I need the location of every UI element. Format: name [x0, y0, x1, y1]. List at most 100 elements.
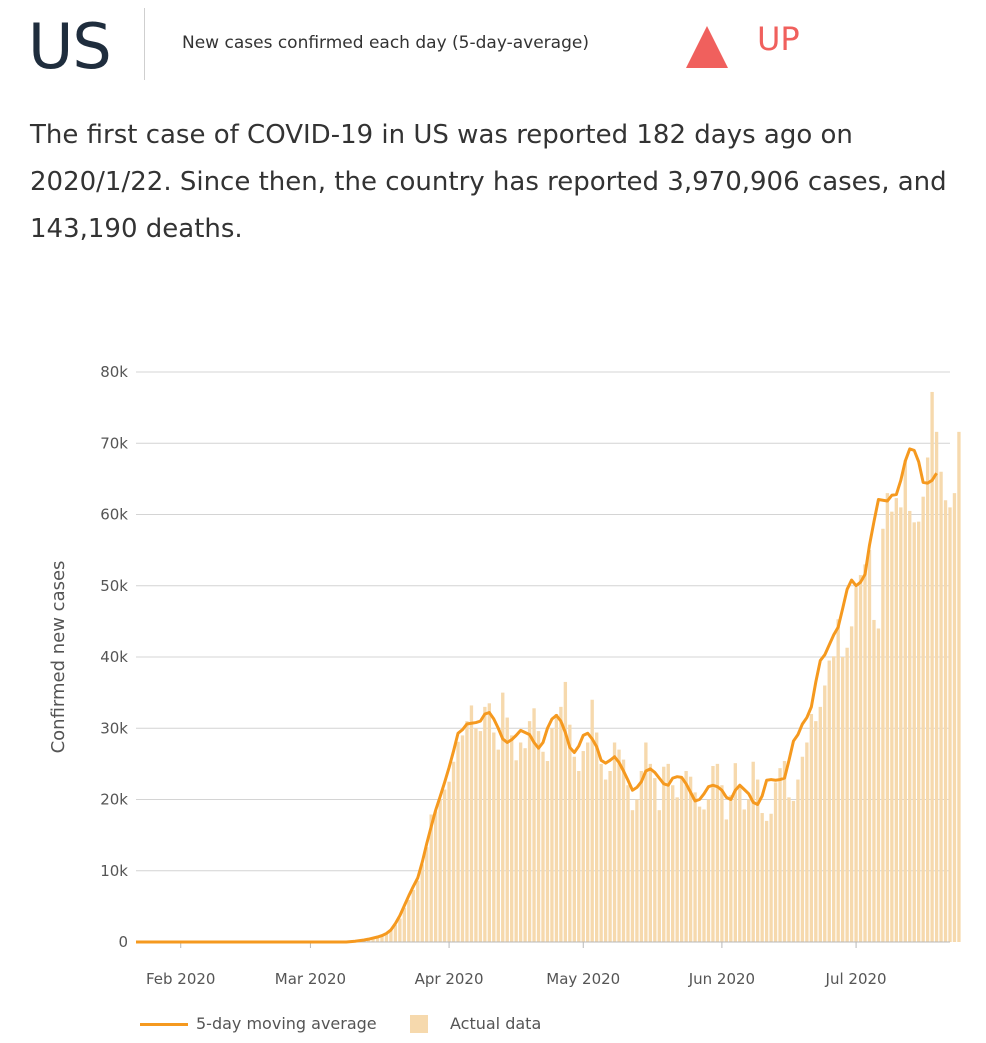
bar — [693, 792, 697, 942]
bar — [738, 786, 742, 942]
bar — [715, 763, 720, 942]
bar — [603, 779, 608, 942]
bar — [832, 656, 836, 942]
bar — [572, 756, 576, 942]
bar — [487, 703, 492, 942]
cases-chart: 0 10k 20k 30k 40k 50k 60k 70k 80k Feb 2020 Mar 202… — [48, 363, 961, 988]
bar — [594, 732, 599, 942]
bar — [371, 938, 375, 942]
bar — [711, 766, 715, 942]
bar — [791, 800, 796, 942]
bar — [943, 500, 948, 942]
legend-line-swatch — [140, 1023, 188, 1026]
bar — [644, 742, 648, 942]
y-tick-label: 70k — [100, 434, 128, 452]
y-tick-label: 40k — [100, 648, 128, 666]
bar — [720, 785, 724, 942]
bar — [675, 797, 679, 942]
header: US New cases confirmed each day (5-day-a… — [0, 0, 986, 100]
bar — [527, 721, 532, 942]
bar — [648, 763, 653, 942]
bar — [518, 742, 523, 942]
bar — [836, 619, 840, 942]
bar — [800, 756, 805, 942]
bar — [514, 760, 518, 942]
bar — [612, 742, 617, 942]
bar — [617, 749, 621, 942]
bar — [621, 759, 626, 942]
bar — [867, 550, 872, 942]
bar — [465, 721, 469, 942]
bar — [492, 732, 496, 942]
x-tick-label: May 2020 — [546, 970, 620, 988]
bar — [756, 779, 760, 942]
bar — [697, 806, 702, 942]
bar — [814, 721, 818, 942]
x-tick-label: Jul 2020 — [825, 970, 887, 988]
bar — [769, 813, 773, 942]
bar — [550, 728, 554, 942]
header-divider — [144, 8, 145, 80]
bar — [380, 935, 384, 942]
bar — [545, 761, 550, 942]
y-tick-label: 20k — [100, 791, 128, 809]
bar — [559, 706, 563, 942]
bar — [845, 647, 849, 942]
bar — [809, 714, 814, 942]
bar — [393, 924, 398, 942]
bar — [724, 819, 729, 942]
bar — [764, 820, 769, 942]
bar — [389, 930, 393, 942]
bar — [679, 778, 684, 942]
bar — [894, 498, 899, 942]
bar — [626, 785, 630, 942]
bar — [657, 810, 661, 942]
bar — [590, 699, 594, 942]
bar — [532, 708, 536, 942]
bar — [747, 799, 751, 942]
y-tick-label: 50k — [100, 577, 128, 595]
bar — [407, 899, 411, 942]
bar — [854, 587, 858, 942]
bar — [805, 742, 809, 942]
bar — [425, 847, 429, 942]
bar — [930, 391, 934, 942]
bar — [876, 628, 881, 942]
bar — [411, 889, 415, 942]
bar — [688, 776, 693, 942]
bar — [778, 768, 782, 942]
bar — [742, 809, 746, 942]
bar — [577, 771, 581, 942]
bar — [447, 781, 451, 942]
bar — [608, 771, 612, 942]
bar — [474, 728, 478, 942]
bar — [908, 510, 912, 942]
bar — [952, 493, 957, 942]
bar — [863, 564, 867, 942]
bar — [433, 811, 438, 942]
bar — [818, 706, 822, 942]
bar — [903, 460, 907, 942]
bar — [501, 692, 505, 942]
bar — [773, 782, 778, 942]
bar — [510, 735, 514, 942]
moving-average-line — [136, 447, 938, 944]
country-name: US — [28, 10, 112, 83]
y-tick-label: 30k — [100, 719, 128, 737]
bar — [451, 761, 456, 942]
bar — [375, 937, 380, 942]
bar — [460, 735, 465, 942]
bar — [639, 771, 644, 942]
bar — [957, 431, 961, 942]
bar — [671, 785, 675, 942]
bar — [496, 749, 500, 942]
bar — [881, 528, 885, 942]
bar — [456, 741, 460, 942]
bar — [823, 685, 827, 942]
bar — [416, 880, 420, 942]
bar — [581, 751, 585, 942]
bar — [948, 507, 952, 942]
y-tick-label: 0 — [118, 933, 128, 951]
bar — [899, 507, 903, 942]
bar — [478, 731, 483, 942]
